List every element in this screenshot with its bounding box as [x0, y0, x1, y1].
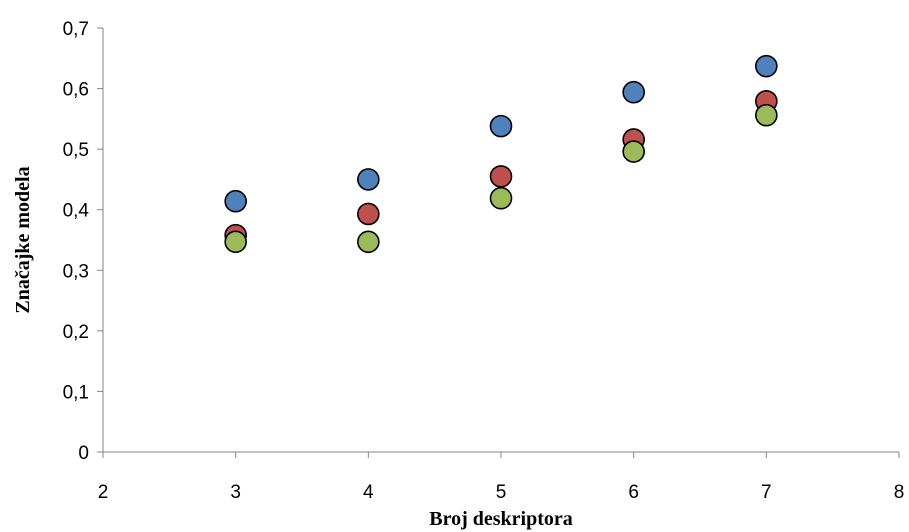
- y-tick-label: 0: [78, 443, 89, 464]
- y-tick-labels: 0 0,1 0,2 0,3 0,4 0,5 0,6 0,7: [63, 19, 90, 464]
- x-axis-title: Broj deskriptora: [429, 508, 573, 530]
- y-tick-label: 0,5: [63, 140, 89, 161]
- series-1-point: [622, 80, 645, 104]
- series-3-point: [224, 230, 247, 254]
- series-2-point: [489, 165, 513, 188]
- x-tick-marks: [102, 452, 900, 458]
- series-1-point: [489, 114, 513, 138]
- x-tick-label: 3: [230, 482, 241, 503]
- y-tick-label: 0,4: [63, 201, 90, 222]
- x-tick-label: 4: [363, 482, 374, 503]
- x-tick-label: 6: [628, 482, 639, 503]
- series-3-point: [489, 186, 513, 210]
- data-points: [224, 54, 778, 254]
- y-tick-label: 0,6: [63, 80, 89, 101]
- series-1-point: [224, 189, 247, 213]
- y-tick-label: 0,2: [63, 322, 89, 343]
- series-1-point: [755, 54, 778, 78]
- x-tick-label: 5: [496, 482, 507, 503]
- series-3-point: [357, 230, 380, 254]
- y-axis-title: Značajke modela: [12, 166, 34, 313]
- x-tick-label: 7: [761, 482, 772, 503]
- y-tick-label: 0,1: [63, 382, 89, 403]
- x-tick-label: 2: [98, 482, 109, 503]
- x-tick-labels: 2 3 4 5 6 7 8: [98, 482, 905, 503]
- axes: [102, 28, 899, 453]
- series-3-point: [755, 103, 778, 127]
- y-tick-marks: [97, 27, 103, 453]
- x-tick-label: 8: [894, 482, 905, 503]
- series-1-point: [357, 168, 380, 191]
- y-tick-label: 0,7: [63, 19, 89, 40]
- y-tick-label: 0,3: [63, 261, 89, 282]
- series-2-point: [357, 202, 380, 226]
- series-3-point: [622, 140, 645, 163]
